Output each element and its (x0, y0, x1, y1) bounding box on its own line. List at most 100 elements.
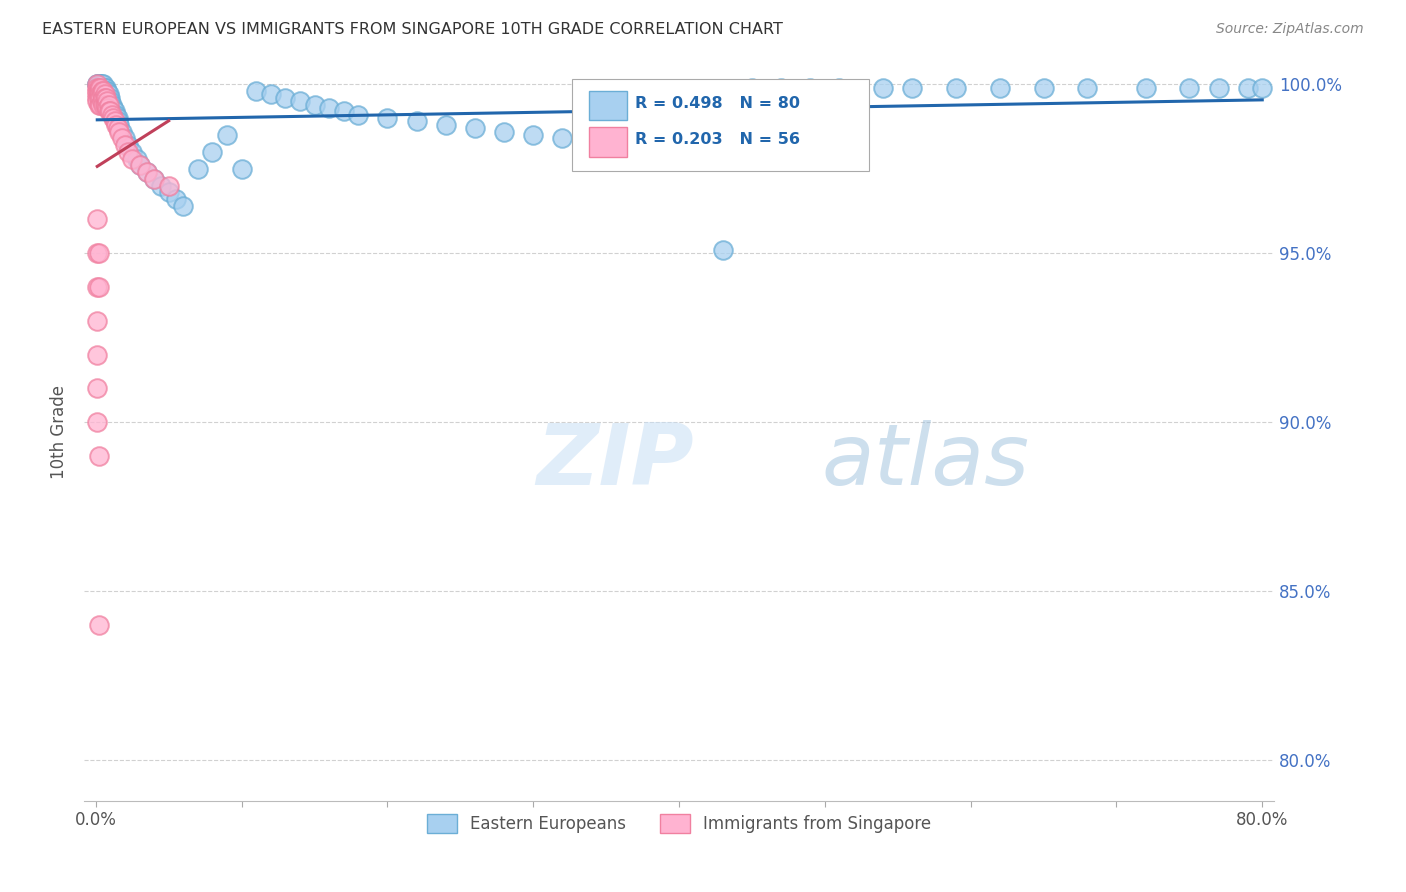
Point (86, 314, 108, 328)
Point (94, 91, 117, 105)
Point (1178, 80, 1201, 95)
Text: EASTERN EUROPEAN VS IMMIGRANTS FROM SINGAPORE 10TH GRADE CORRELATION CHART: EASTERN EUROPEAN VS IMMIGRANTS FROM SING… (42, 22, 783, 37)
Point (288, 94, 311, 108)
Point (93, 84, 115, 98)
Point (90, 78, 112, 92)
Point (89, 87, 111, 102)
Point (91, 91, 114, 105)
Point (89, 78, 111, 92)
Point (87, 618, 110, 632)
Point (988, 80, 1011, 95)
Point (97, 87, 120, 102)
Point (105, 108, 128, 122)
Point (107, 114, 129, 128)
Point (117, 145, 139, 159)
Point (86, 91, 108, 105)
Point (86, 78, 108, 92)
Point (551, 131, 574, 145)
Point (87, 91, 110, 105)
Point (1076, 80, 1098, 95)
Point (86, 415, 108, 429)
Point (93, 97, 115, 112)
Point (89, 91, 111, 105)
Point (872, 80, 894, 95)
Point (87, 80, 110, 95)
Point (157, 178, 180, 193)
FancyBboxPatch shape (589, 91, 627, 120)
Point (114, 138, 136, 153)
Point (828, 80, 851, 95)
Text: atlas: atlas (821, 420, 1029, 503)
Point (87, 97, 110, 112)
Point (104, 114, 127, 128)
Point (93, 91, 115, 105)
Point (260, 87, 283, 102)
Point (91, 84, 114, 98)
Point (711, 243, 734, 257)
Point (96, 94, 118, 108)
Point (94, 97, 117, 112)
Point (86, 348, 108, 362)
Point (101, 108, 124, 122)
Point (86, 94, 108, 108)
Point (93, 87, 115, 102)
Point (318, 101, 340, 115)
Point (87, 280, 110, 294)
Point (377, 111, 399, 125)
Point (770, 80, 793, 95)
Point (87, 449, 110, 463)
Point (638, 138, 661, 153)
Point (90, 84, 112, 98)
Point (86, 212, 108, 227)
Point (150, 178, 173, 193)
Point (172, 199, 194, 213)
Point (945, 80, 967, 95)
Point (799, 80, 821, 95)
Point (1251, 80, 1274, 95)
Point (107, 121, 129, 136)
Point (143, 172, 166, 186)
Point (405, 114, 427, 128)
Point (434, 118, 457, 132)
Point (1236, 80, 1258, 95)
Point (90, 87, 112, 102)
Point (91, 84, 114, 98)
Point (89, 80, 111, 95)
Point (125, 152, 148, 166)
Point (90, 84, 112, 98)
Point (111, 125, 134, 139)
Point (135, 165, 157, 179)
Point (201, 145, 224, 159)
Point (94, 84, 117, 98)
Point (103, 111, 125, 125)
Point (595, 135, 617, 149)
Point (94, 80, 117, 95)
Point (121, 145, 143, 159)
Point (87, 78, 110, 92)
Point (93, 80, 115, 95)
Point (96, 101, 118, 115)
Point (108, 125, 131, 139)
Point (304, 97, 326, 112)
Point (111, 131, 134, 145)
Point (90, 80, 112, 95)
Point (901, 80, 924, 95)
Point (117, 138, 139, 153)
Point (104, 104, 127, 119)
Point (105, 118, 128, 132)
Point (89, 78, 111, 92)
Point (86, 78, 108, 92)
Point (494, 125, 516, 139)
Point (231, 161, 253, 176)
Point (332, 104, 354, 119)
Point (96, 84, 118, 98)
Y-axis label: 10th Grade: 10th Grade (51, 385, 67, 479)
Point (86, 84, 108, 98)
Point (98, 91, 121, 105)
Point (97, 97, 120, 112)
Point (128, 158, 150, 172)
Point (157, 186, 180, 200)
Text: R = 0.203   N = 56: R = 0.203 N = 56 (636, 132, 800, 147)
Point (87, 78, 110, 92)
Point (135, 165, 157, 179)
